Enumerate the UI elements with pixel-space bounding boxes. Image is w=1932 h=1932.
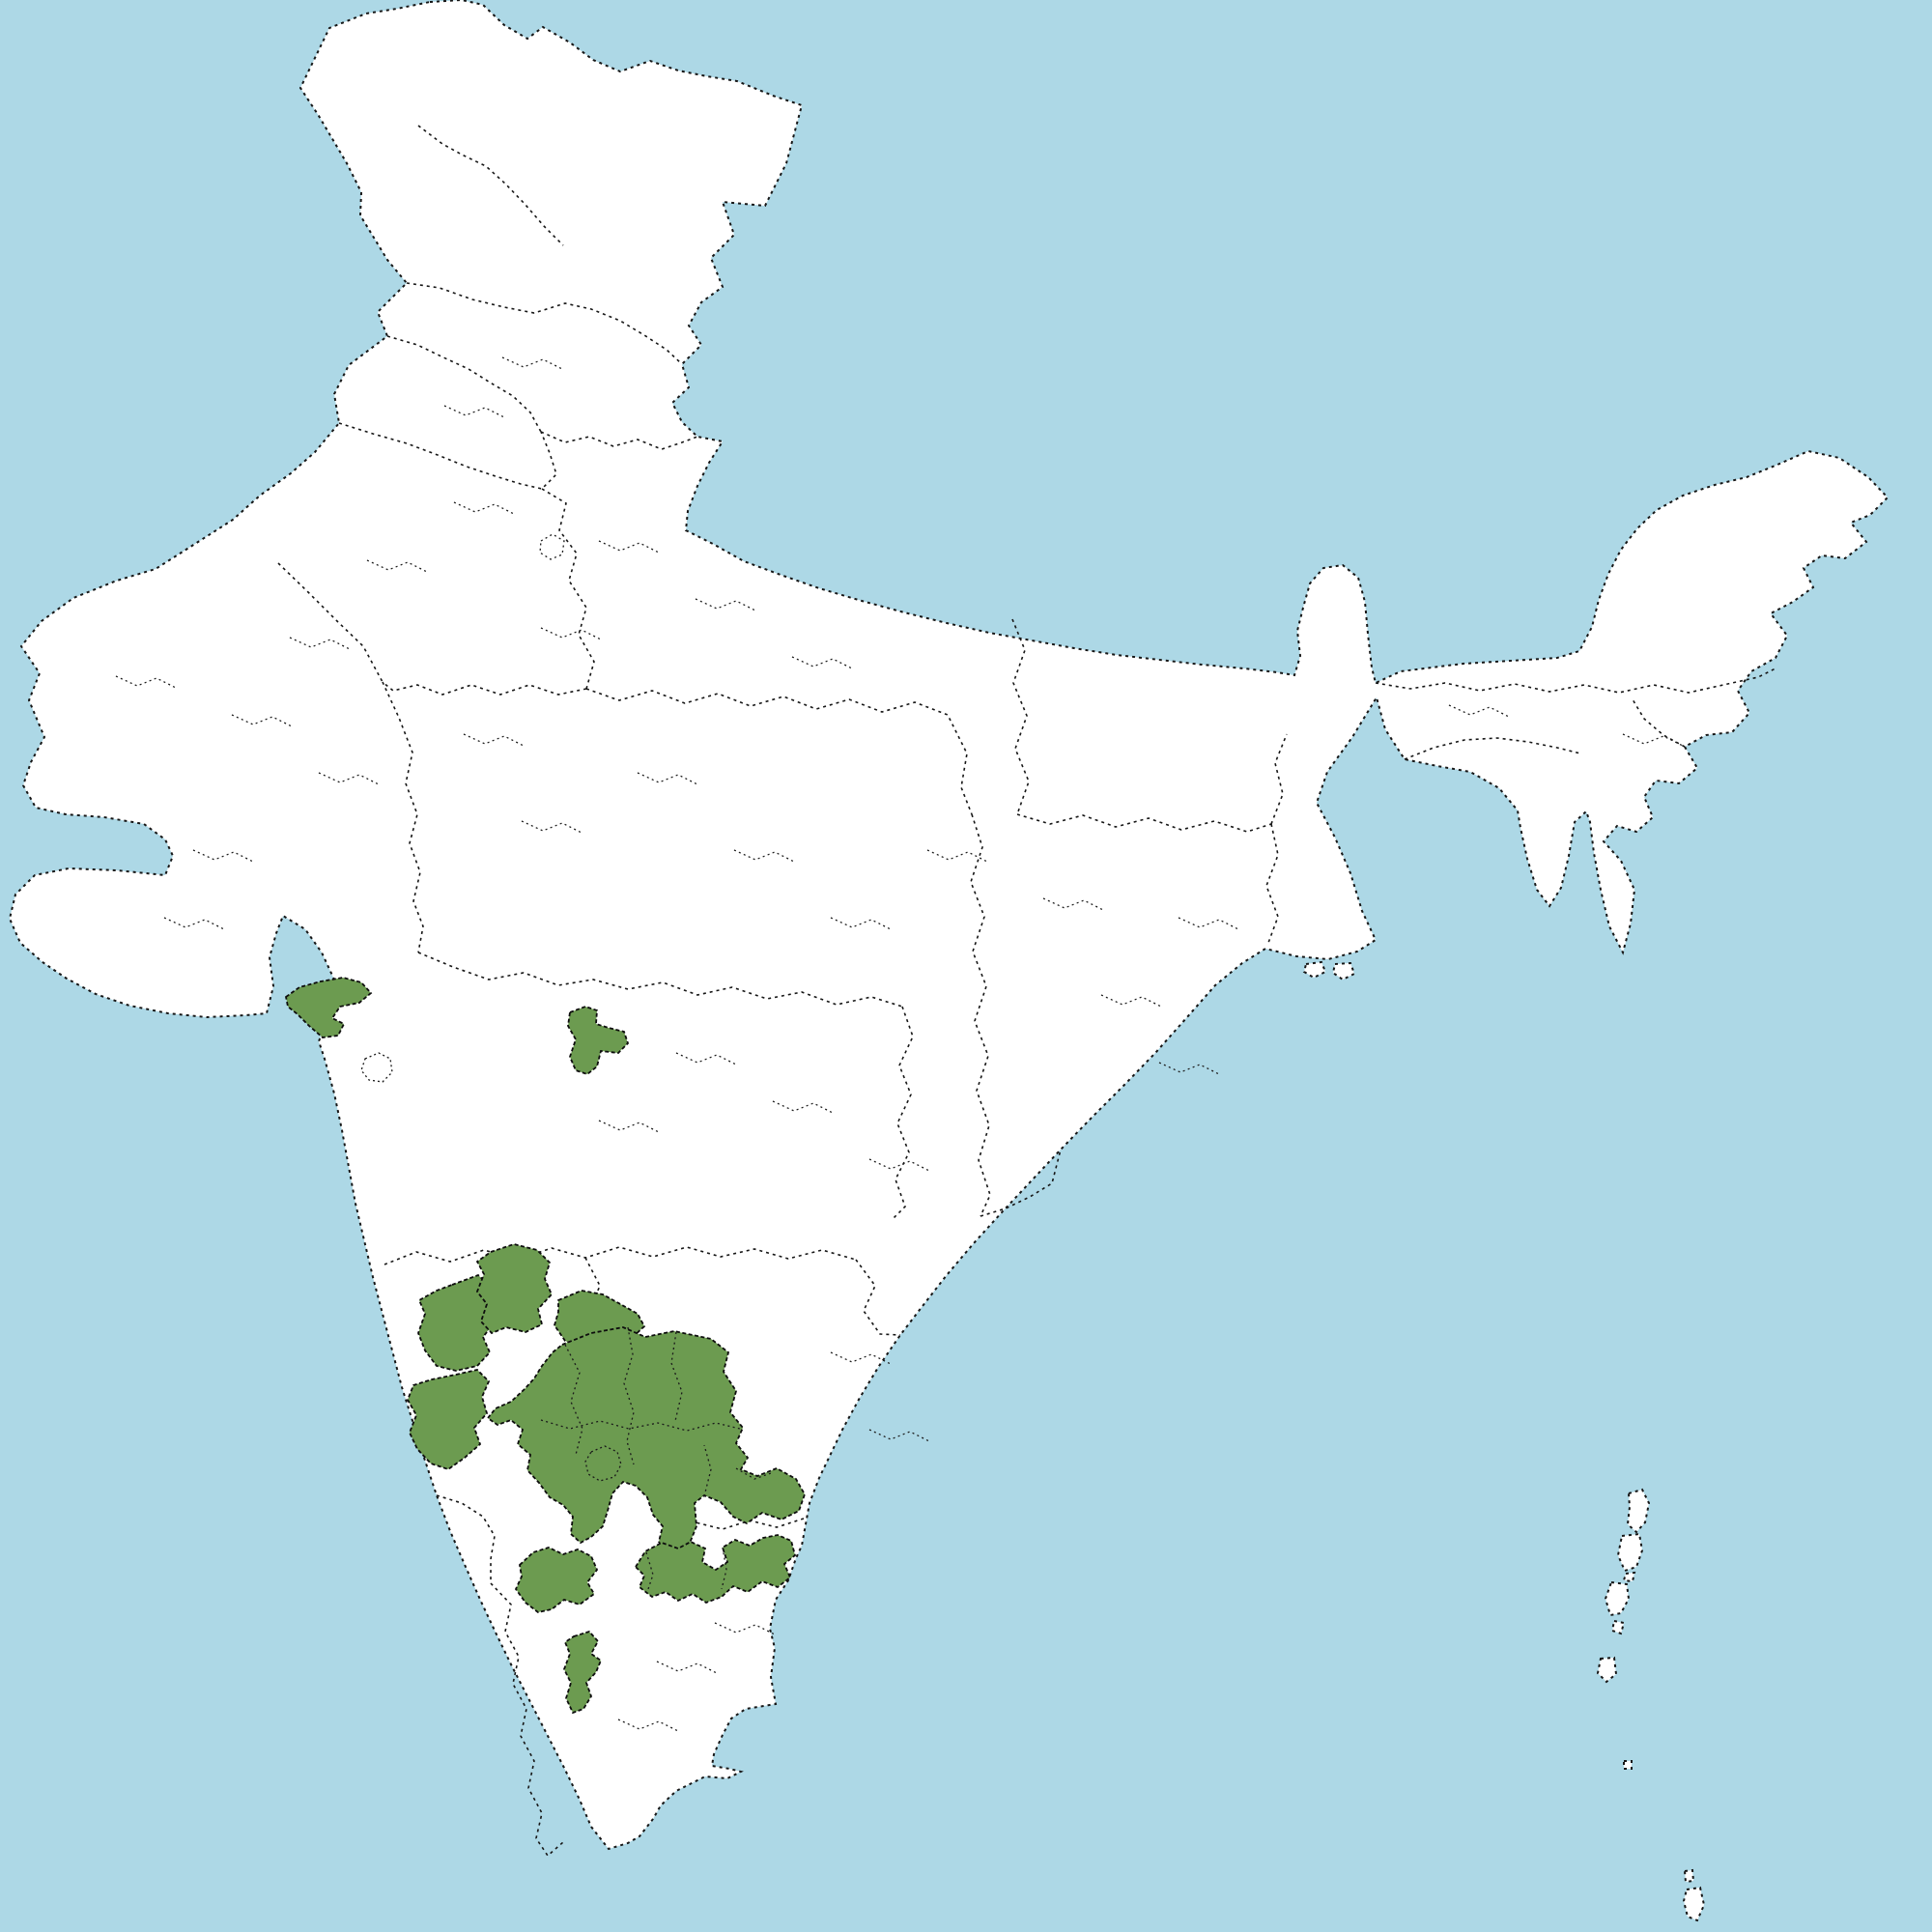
state-border-15 [1265, 823, 1279, 944]
cluster-inner-border-6 [735, 1467, 775, 1480]
car-nicobar [1683, 1868, 1695, 1884]
state-border-10 [891, 1006, 914, 1221]
district-border-1 [453, 501, 515, 515]
great-nicobar [1682, 1886, 1706, 1922]
islet-small [1623, 1760, 1633, 1770]
enclave-ring-cluster [584, 1445, 622, 1482]
district-border-5 [540, 627, 602, 640]
state-border-2 [406, 282, 683, 365]
district-border-21 [598, 1120, 660, 1133]
state-border-18 [584, 1257, 601, 1333]
highlight-west-coast-north [285, 977, 373, 1038]
district-border-32 [1448, 704, 1510, 718]
district-border-24 [868, 1429, 930, 1442]
highlight-south-strip [563, 1630, 603, 1715]
state-border-16 [384, 1246, 857, 1265]
highlight-north-blob [475, 1243, 554, 1335]
cluster-inner-border-1 [564, 1344, 583, 1456]
district-border-12 [637, 772, 698, 785]
andaman-south [1604, 1580, 1631, 1617]
district-border-22 [868, 1158, 930, 1172]
district-border-4 [791, 656, 853, 669]
sundarban-islet-1 [1302, 960, 1327, 980]
sundarban-islet-2 [1331, 961, 1356, 981]
district-border-8 [231, 714, 293, 727]
state-border-24 [980, 1149, 1062, 1217]
state-border-17 [855, 1259, 901, 1336]
state-border-14 [1016, 813, 1272, 833]
andaman-rutland [1610, 1619, 1626, 1635]
state-border-21 [1375, 668, 1776, 694]
state-border-7 [277, 562, 384, 683]
andaman-middle [1616, 1532, 1644, 1573]
district-border-27 [617, 1719, 679, 1732]
district-border-2 [598, 540, 660, 554]
district-border-13 [733, 849, 795, 863]
district-border-15 [926, 849, 988, 863]
district-border-25 [656, 1661, 718, 1674]
district-border-23 [830, 1351, 892, 1365]
state-border-1 [417, 125, 564, 246]
district-border-34 [443, 405, 505, 418]
highlight-nw-upper [417, 1273, 496, 1372]
andaman-north [1626, 1488, 1651, 1534]
highlight-nw-lower [407, 1369, 491, 1470]
state-border-19 [490, 1582, 564, 1858]
district-border-3 [695, 598, 756, 611]
state-border-27 [540, 431, 698, 450]
district-border-11 [521, 820, 582, 834]
little-andaman [1596, 1656, 1618, 1684]
highlight-central [567, 1006, 630, 1076]
district-border-31 [1158, 1062, 1220, 1075]
enclave-ring-coastal [360, 1052, 393, 1083]
district-border-20 [772, 1100, 834, 1114]
district-border-26 [714, 1622, 776, 1635]
district-border-29 [192, 849, 254, 863]
state-border-26 [436, 1494, 496, 1583]
district-border-35 [501, 356, 563, 370]
state-border-11 [970, 813, 991, 1217]
district-border-7 [289, 637, 351, 650]
district-border-33 [1622, 733, 1684, 747]
state-border-8 [382, 681, 424, 953]
district-border-16 [1042, 897, 1104, 911]
state-border-13 [1011, 618, 1030, 815]
district-border-10 [463, 733, 525, 747]
cluster-inner-border-8 [721, 1547, 727, 1590]
cluster-inner-border-5 [703, 1444, 712, 1497]
district-border-6 [366, 559, 428, 573]
highlight-south-blob [514, 1547, 599, 1613]
district-border-9 [318, 772, 380, 785]
district-border-14 [830, 917, 892, 930]
district-border-18 [1178, 917, 1239, 930]
highlight-south-band [634, 1534, 797, 1605]
state-border-22 [1404, 737, 1581, 760]
cluster-inner-border-4 [540, 1419, 741, 1432]
andaman-islet [1622, 1571, 1636, 1583]
district-border-19 [675, 1052, 737, 1065]
state-border-25 [1270, 733, 1288, 825]
district-border-17 [1100, 994, 1162, 1008]
district-border-28 [163, 917, 225, 930]
state-border-3 [386, 335, 542, 433]
district-border-30 [115, 675, 177, 689]
